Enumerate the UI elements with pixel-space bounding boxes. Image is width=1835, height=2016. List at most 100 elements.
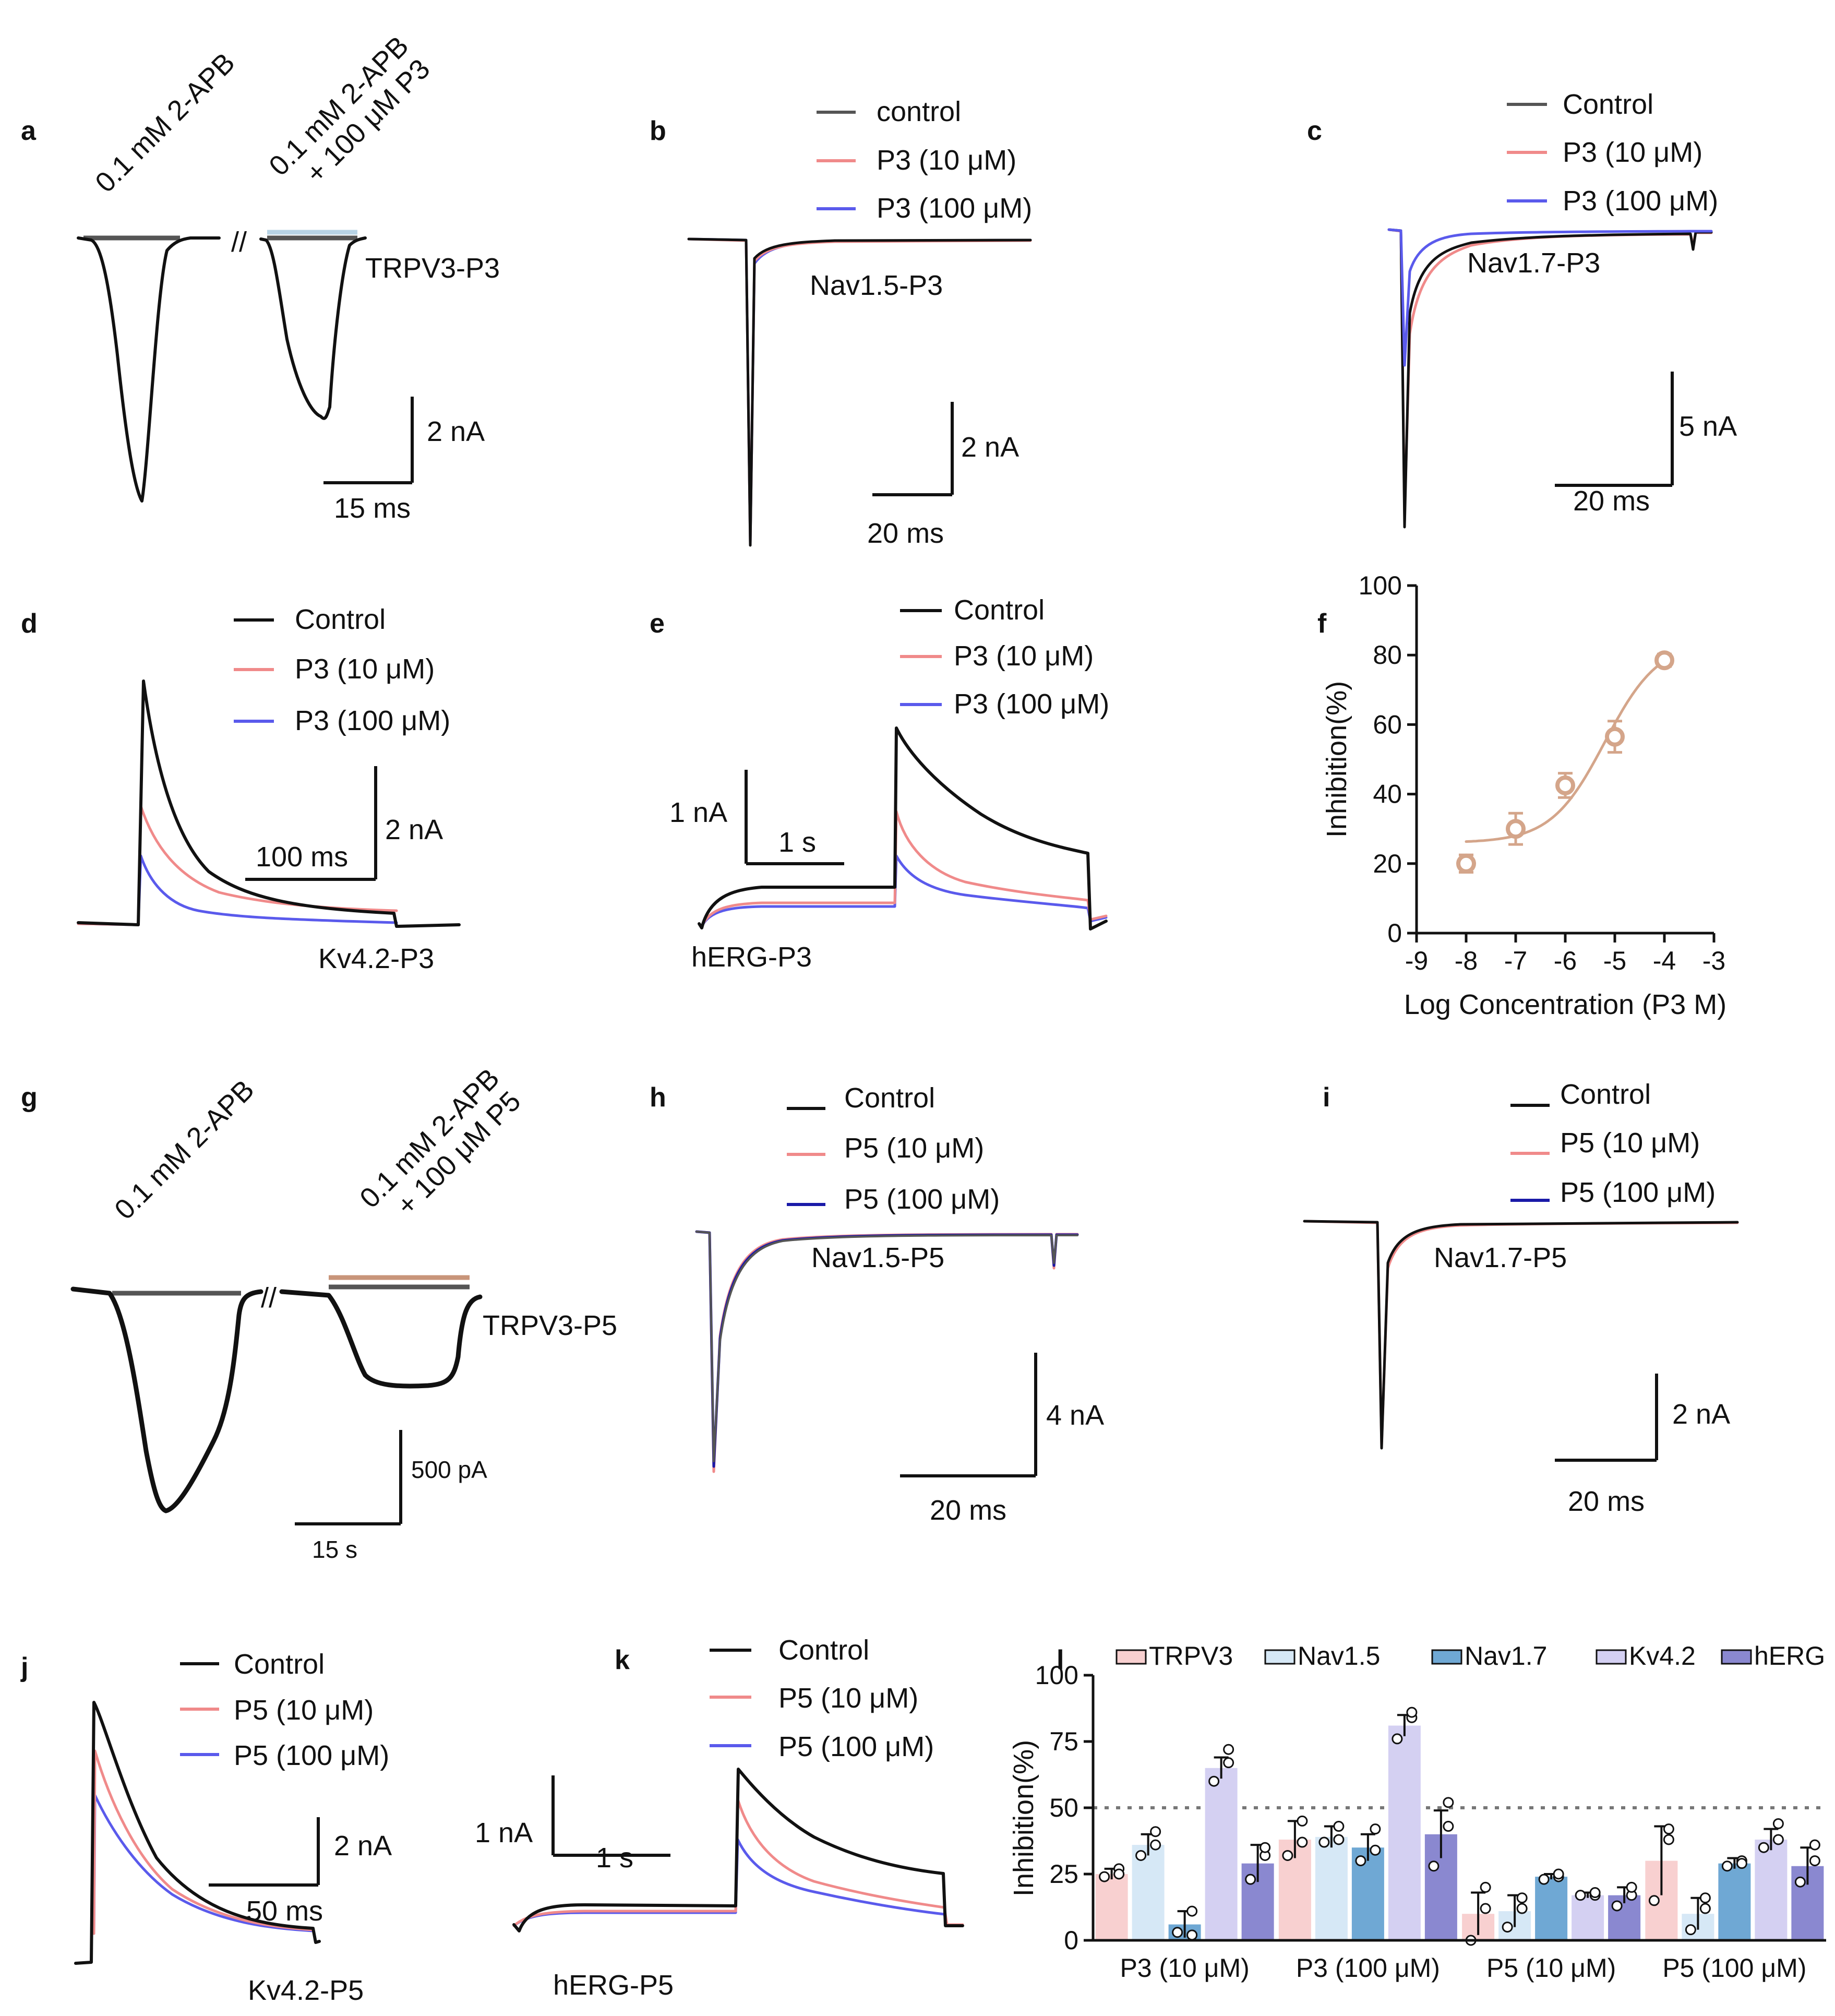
f-point-2	[1555, 775, 1575, 795]
legend-label-c-2: P3 (100 μM)	[1563, 185, 1718, 217]
l-legend-label-Nav1.7: Nav1.7	[1465, 1641, 1547, 1671]
l-point-Kv4.2-3-2	[1772, 1818, 1784, 1829]
l-point-Kv4.2-3-0	[1758, 1842, 1769, 1853]
trace-herg-p3-control	[698, 726, 1108, 931]
legend-label-c-0: Control	[1563, 89, 1653, 120]
panel-label-c: c	[1307, 116, 1322, 146]
l-legend-label-Nav1.5: Nav1.5	[1298, 1641, 1380, 1671]
panel-g: g 0.1 mM 2-APB 0.1 mM 2-APB+ 100 μM P5 /…	[21, 1063, 617, 1563]
scalebar-y-label-e: 1 nA	[669, 797, 727, 828]
l-bar-Kv4.2-1	[1388, 1725, 1421, 1940]
l-legend-label-Kv4.2: Kv4.2	[1629, 1641, 1696, 1671]
l-point-Nav1.7-3-0	[1721, 1860, 1733, 1872]
trace-trpv3-p5	[70, 1286, 483, 1513]
panel-label-e: e	[650, 609, 665, 639]
trace-herg-p5-control	[512, 1768, 964, 1933]
l-legend-swatch-Nav1.7	[1431, 1649, 1462, 1665]
f-y-tick-label-4: 80	[1373, 640, 1402, 670]
legend-label-d-2: P3 (100 μM)	[295, 705, 450, 736]
panel-label-g: g	[21, 1082, 38, 1113]
trace-label-d: Kv4.2-P3	[318, 943, 434, 974]
panel-e: e Control P3 (10 μM) P3 (100 μM) 1 nA 1 …	[650, 594, 1109, 973]
panel-d: d Control P3 (10 μM) P3 (100 μM) Kv4.2-P…	[21, 604, 461, 974]
panel-c: c Control P3 (10 μM) P3 (100 μM) Nav1.7-…	[1307, 89, 1737, 529]
f-x-tick-label-2: -7	[1504, 946, 1527, 975]
l-point-hERG-0-2	[1260, 1842, 1271, 1853]
trace-nav15-p5-control	[695, 1231, 1078, 1462]
scalebar-x-label-d: 100 ms	[256, 841, 348, 873]
l-point-Nav1.5-0-1	[1150, 1826, 1161, 1838]
l-point-Nav1.7-0-1	[1186, 1929, 1198, 1941]
f-y-tick-label-3: 60	[1373, 710, 1402, 739]
l-point-Kv4.2-0-2	[1223, 1744, 1234, 1755]
l-point-TRPV3-1-0	[1282, 1850, 1293, 1861]
panel-label-d: d	[21, 609, 38, 639]
scalebar-y-label-h: 4 nA	[1046, 1400, 1104, 1431]
trace-kv42-control	[77, 679, 461, 928]
l-y-tick-label-0: 0	[1064, 1926, 1078, 1955]
f-fit-curve	[1465, 661, 1663, 843]
l-point-hERG-2-2	[1626, 1881, 1637, 1893]
l-point-hERG-3-1	[1809, 1855, 1820, 1867]
l-y-ticks: 0 25 50 75 100	[1035, 1661, 1093, 1955]
trace-label-g: TRPV3-P5	[483, 1310, 617, 1341]
l-y-tick-label-4: 100	[1035, 1661, 1078, 1690]
panel-k: k Control P5 (10 μM) P5 (100 μM) 1 nA 1 …	[475, 1635, 964, 2001]
l-y-tick-label-1: 25	[1049, 1859, 1078, 1889]
trace-nav17-p5-control	[1303, 1220, 1739, 1450]
l-point-hERG-0-0	[1245, 1874, 1256, 1885]
trace-label-b: Nav1.5-P3	[810, 270, 943, 301]
l-point-Kv4.2-0-0	[1208, 1775, 1220, 1787]
l-legend-swatch-Kv4.2	[1596, 1649, 1627, 1665]
l-point-Nav1.7-1-1	[1370, 1844, 1381, 1856]
legend-label-e-0: Control	[954, 594, 1045, 626]
l-legend-label-hERG: hERG	[1754, 1641, 1825, 1671]
l-point-TRPV3-0-2	[1113, 1868, 1125, 1880]
legend-label-c-1: P3 (10 μM)	[1563, 137, 1702, 168]
l-point-Nav1.7-0-2	[1186, 1905, 1198, 1917]
l-bars	[1095, 1707, 1824, 1946]
l-point-hERG-3-0	[1794, 1876, 1806, 1888]
selectivity-bar-chart: TRPV3 Nav1.5 Nav1.7 Kv4.2 hERG 0 25 50 75 100 P3…	[1008, 1641, 1826, 1983]
scalebar-y-label-k: 1 nA	[475, 1817, 533, 1848]
trace-kv42-p3-10	[77, 805, 398, 926]
scalebar-x-label-b: 20 ms	[867, 518, 944, 549]
l-bar-Kv4.2-2	[1572, 1895, 1604, 1940]
l-point-Nav1.5-0-0	[1135, 1850, 1147, 1861]
l-legend: TRPV3 Nav1.5 Nav1.7 Kv4.2 hERG	[1116, 1641, 1825, 1671]
l-point-Nav1.5-1-2	[1333, 1834, 1345, 1845]
f-y-tick-label-5: 100	[1359, 571, 1402, 600]
panel-label-i: i	[1323, 1082, 1330, 1113]
l-bar-Nav1.5-0	[1132, 1845, 1165, 1940]
panel-h: h Control P5 (10 μM) P5 (100 μM) Nav1.5-…	[650, 1082, 1104, 1526]
trace-kv42-p5-10	[92, 1749, 315, 1935]
l-point-TRPV3-3-1	[1663, 1834, 1674, 1845]
l-point-Kv4.2-1-2	[1406, 1707, 1418, 1718]
scalebar-y-label-b: 2 nA	[961, 432, 1019, 463]
l-point-TRPV3-2-1	[1480, 1903, 1491, 1914]
trace-herg-p5-100	[512, 1838, 964, 1927]
l-bar-Nav1.7-3	[1718, 1863, 1751, 1940]
l-point-TRPV3-0-0	[1099, 1871, 1110, 1882]
scalebar-x-label-i: 20 ms	[1568, 1486, 1645, 1517]
legend-label-d-1: P3 (10 μM)	[295, 653, 435, 685]
panel-label-b: b	[650, 116, 666, 146]
legend-label-b-2: P3 (100 μM)	[877, 193, 1032, 224]
l-legend-swatch-hERG	[1721, 1649, 1752, 1665]
legend-label-h-0: Control	[844, 1082, 935, 1114]
l-category-label-1: P3 (100 μM)	[1296, 1953, 1440, 1983]
legend-label-j-0: Control	[234, 1649, 325, 1680]
l-bar-TRPV3-0	[1095, 1874, 1128, 1940]
l-bar-Nav1.5-1	[1315, 1836, 1348, 1940]
f-x-ticks: -9 -8 -7 -6 -5 -4 -3	[1405, 933, 1725, 975]
break-mark: //	[231, 226, 247, 258]
scalebar-y-label-i: 2 nA	[1672, 1399, 1730, 1430]
f-point-4	[1654, 650, 1674, 671]
trace-label-c: Nav1.7-P3	[1467, 247, 1600, 279]
scalebar-y-label-a: 2 nA	[427, 416, 485, 447]
l-legend-swatch-Nav1.5	[1264, 1649, 1296, 1665]
f-x-tick-label-4: -5	[1603, 946, 1626, 975]
panel-j: j Control P5 (10 μM) P5 (100 μM) Kv4.2-P…	[20, 1649, 392, 2006]
trace-herg-p5-10	[512, 1798, 964, 1927]
l-point-TRPV3-3-2	[1663, 1823, 1674, 1835]
